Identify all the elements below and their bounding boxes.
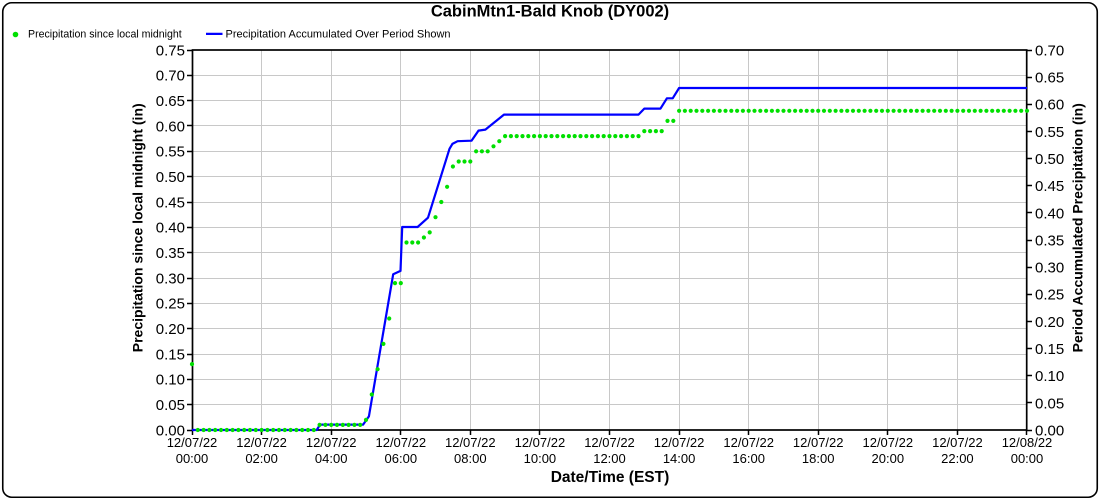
svg-text:12/07/22: 12/07/22	[793, 435, 844, 450]
svg-text:0.15: 0.15	[1035, 341, 1064, 358]
svg-text:08:00: 08:00	[454, 451, 487, 466]
svg-text:20:00: 20:00	[872, 451, 905, 466]
svg-text:00:00: 00:00	[176, 451, 209, 466]
svg-text:14:00: 14:00	[663, 451, 696, 466]
svg-text:0.05: 0.05	[156, 397, 185, 414]
svg-text:0.10: 0.10	[1035, 368, 1064, 385]
svg-text:12/07/22: 12/07/22	[723, 435, 774, 450]
svg-text:0.70: 0.70	[156, 68, 185, 85]
svg-text:0.20: 0.20	[156, 321, 185, 338]
svg-text:22:00: 22:00	[941, 451, 974, 466]
svg-text:Precipitation Accumulated Over: Precipitation Accumulated Over Period Sh…	[226, 28, 451, 40]
svg-text:18:00: 18:00	[802, 451, 835, 466]
svg-text:0.50: 0.50	[1035, 151, 1064, 168]
svg-text:04:00: 04:00	[315, 451, 348, 466]
svg-text:0.25: 0.25	[1035, 287, 1064, 304]
svg-text:12/08/22: 12/08/22	[1002, 435, 1053, 450]
svg-text:12/07/22: 12/07/22	[445, 435, 496, 450]
svg-text:0.00: 0.00	[1035, 422, 1064, 439]
svg-text:02:00: 02:00	[245, 451, 278, 466]
svg-text:12/07/22: 12/07/22	[306, 435, 357, 450]
svg-text:0.15: 0.15	[156, 346, 185, 363]
svg-text:12/07/22: 12/07/22	[236, 435, 287, 450]
svg-text:0.60: 0.60	[1035, 97, 1064, 114]
svg-text:CabinMtn1-Bald Knob (DY002): CabinMtn1-Bald Knob (DY002)	[431, 2, 669, 20]
svg-text:12/07/22: 12/07/22	[584, 435, 635, 450]
svg-text:0.40: 0.40	[1035, 205, 1064, 222]
svg-text:16:00: 16:00	[732, 451, 765, 466]
svg-text:0.55: 0.55	[156, 144, 185, 161]
svg-text:12/07/22: 12/07/22	[375, 435, 426, 450]
svg-text:0.25: 0.25	[156, 296, 185, 313]
svg-text:0.30: 0.30	[1035, 260, 1064, 277]
svg-text:06:00: 06:00	[385, 451, 418, 466]
svg-text:12/07/22: 12/07/22	[167, 435, 218, 450]
svg-text:0.55: 0.55	[1035, 124, 1064, 141]
svg-text:Date/Time (EST): Date/Time (EST)	[551, 469, 670, 486]
svg-text:0.00: 0.00	[156, 422, 185, 439]
svg-text:0.45: 0.45	[1035, 178, 1064, 195]
svg-text:0.10: 0.10	[156, 372, 185, 389]
svg-text:12/07/22: 12/07/22	[515, 435, 566, 450]
svg-text:00:00: 00:00	[1011, 451, 1044, 466]
svg-text:0.65: 0.65	[156, 93, 185, 110]
svg-text:0.20: 0.20	[1035, 314, 1064, 331]
svg-text:0.35: 0.35	[156, 245, 185, 262]
svg-text:0.60: 0.60	[156, 118, 185, 135]
svg-text:12:00: 12:00	[593, 451, 626, 466]
svg-text:0.65: 0.65	[1035, 70, 1064, 87]
svg-text:10:00: 10:00	[524, 451, 557, 466]
svg-text:0.45: 0.45	[156, 194, 185, 211]
svg-text:0.50: 0.50	[156, 169, 185, 186]
svg-text:0.05: 0.05	[1035, 395, 1064, 412]
svg-text:0.35: 0.35	[1035, 232, 1064, 249]
svg-text:12/07/22: 12/07/22	[932, 435, 983, 450]
svg-text:0.30: 0.30	[156, 270, 185, 287]
svg-text:12/07/22: 12/07/22	[862, 435, 913, 450]
svg-text:0.70: 0.70	[1035, 42, 1064, 59]
svg-text:12/07/22: 12/07/22	[654, 435, 705, 450]
svg-text:Precipitation since local midn: Precipitation since local midnight	[28, 28, 182, 40]
svg-text:0.75: 0.75	[156, 42, 185, 59]
svg-text:Period Accumulated Precipitati: Period Accumulated Precipitation (in)	[1070, 103, 1086, 352]
svg-text:0.40: 0.40	[156, 220, 185, 237]
svg-text:Precipitation since local midn: Precipitation since local midnight (in)	[130, 103, 146, 352]
